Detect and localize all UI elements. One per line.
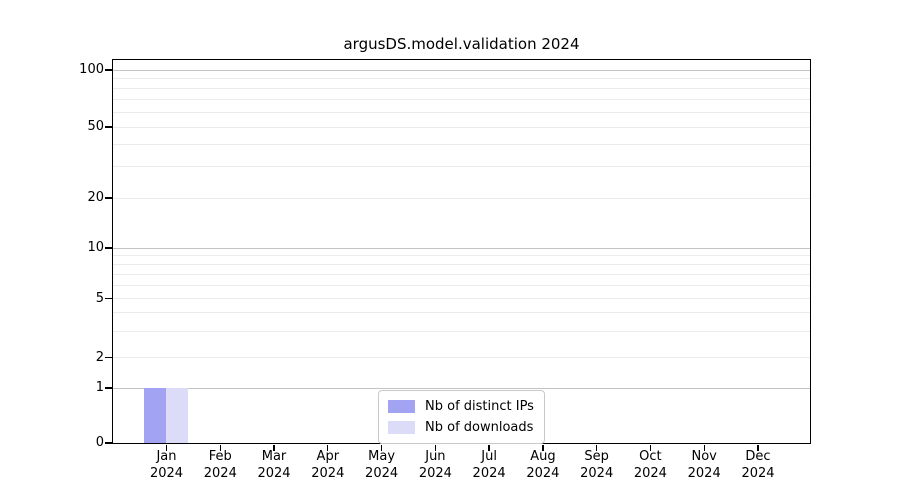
y-tick-label-100: 100: [79, 62, 104, 77]
y-tick-50: [104, 126, 112, 128]
gridline-minor-7: [112, 273, 810, 275]
x-tick-year-apr: 2024: [311, 465, 345, 481]
x-tick-sep: [596, 444, 598, 451]
gridline-minor-30: [112, 166, 810, 168]
x-tick-year-sep: 2024: [580, 465, 614, 481]
gridline-minor-60: [112, 111, 810, 113]
x-tick-year-feb: 2024: [203, 465, 237, 481]
x-tick-nov: [703, 444, 705, 451]
bar-jan-nb-of-downloads: [166, 387, 189, 443]
x-tick-may: [380, 444, 383, 451]
y-tick-2: [104, 356, 112, 359]
legend-swatch-0: [388, 400, 415, 413]
x-tick-year-may: 2024: [365, 465, 399, 481]
x-tick-label-may: May 2024: [342, 449, 422, 482]
legend-label-1: Nb of downloads: [425, 420, 534, 435]
y-tick-1: [104, 387, 112, 389]
y-tick-label-10: 10: [87, 240, 104, 255]
x-tick-label-nov: Nov 2024: [664, 449, 744, 482]
x-tick-month-jun: Jun: [425, 449, 446, 464]
gridline-minor-4: [112, 312, 810, 314]
y-tick-100: [104, 69, 112, 71]
x-tick-jun: [434, 444, 437, 451]
gridline-minor-90: [112, 78, 810, 80]
y-tick-label-20: 20: [87, 190, 104, 205]
legend-entry-nb-of-downloads: Nb of downloads: [388, 417, 534, 438]
x-tick-apr: [327, 444, 329, 451]
legend: Nb of distinct IPs Nb of downloads: [378, 390, 545, 444]
plot-area: [111, 58, 811, 444]
legend-swatch-1: [388, 421, 415, 434]
x-tick-jul: [488, 444, 490, 451]
y-tick-label-1: 1: [95, 380, 104, 395]
x-tick-year-jan: 2024: [149, 465, 184, 481]
x-tick-dec: [757, 444, 759, 451]
gridline-minor-80: [112, 87, 810, 89]
x-tick-label-apr: Apr 2024: [288, 449, 368, 482]
x-tick-month-mar: Mar: [261, 449, 287, 464]
x-tick-feb: [219, 444, 221, 451]
gridline-minor-40: [112, 143, 810, 145]
y-tick-5: [104, 297, 112, 300]
x-tick-oct: [649, 444, 652, 451]
x-tick-year-aug: 2024: [526, 465, 560, 481]
x-tick-month-aug: Aug: [530, 449, 556, 464]
x-tick-label-jun: Jun 2024: [395, 449, 475, 482]
gridline-minor-70: [112, 98, 810, 100]
legend-entry-nb-of-distinct-ips: Nb of distinct IPs: [388, 396, 534, 417]
x-tick-month-nov: Nov: [691, 449, 717, 464]
x-tick-label-feb: Feb 2024: [180, 449, 260, 482]
chart-title: argusDS.model.validation 2024: [343, 35, 580, 53]
x-tick-month-apr: Apr: [316, 449, 340, 464]
x-tick-label-oct: Oct 2024: [610, 449, 690, 482]
x-tick-mar: [273, 444, 275, 451]
y-tick-label-50: 50: [87, 119, 104, 134]
x-tick-month-dec: Dec: [745, 449, 771, 464]
gridline-minor-2: [112, 357, 810, 358]
gridline-minor-9: [112, 255, 810, 257]
x-tick-jan: [165, 444, 168, 451]
x-tick-label-jan: Jan 2024: [127, 449, 207, 482]
y-tick-0: [104, 442, 112, 444]
x-tick-month-jul: Jul: [481, 449, 497, 464]
x-tick-label-mar: Mar 2024: [234, 449, 314, 482]
y-tick-label-0: 0: [95, 435, 104, 450]
x-tick-year-mar: 2024: [257, 465, 291, 481]
legend-label-0: Nb of distinct IPs: [425, 399, 534, 414]
x-tick-year-jul: 2024: [472, 465, 506, 481]
gridline-minor-6: [112, 284, 810, 286]
x-tick-label-dec: Dec 2024: [718, 449, 798, 482]
y-tick-10: [104, 247, 112, 249]
gridline-minor-5: [112, 298, 810, 299]
x-tick-year-oct: 2024: [633, 465, 667, 481]
gridline-minor-20: [112, 197, 810, 199]
x-tick-label-jul: Jul 2024: [449, 449, 529, 482]
x-tick-label-sep: Sep 2024: [557, 449, 637, 482]
y-tick-label-5: 5: [95, 290, 104, 306]
gridline-major-1: [112, 387, 810, 389]
y-tick-label-2: 2: [95, 349, 104, 365]
gridline-minor-50: [112, 126, 810, 128]
x-tick-year-jun: 2024: [418, 465, 452, 481]
gridline-major-100: [112, 69, 810, 71]
bar-jan-nb-of-distinct-ips: [143, 387, 166, 443]
gridline-major-10: [112, 247, 810, 249]
y-tick-20: [104, 197, 112, 199]
gridline-minor-8: [112, 263, 810, 265]
x-tick-aug: [542, 444, 544, 451]
x-tick-year-dec: 2024: [741, 465, 775, 481]
x-tick-month-feb: Feb: [208, 449, 232, 464]
x-tick-month-may: May: [368, 449, 396, 464]
x-tick-month-jan: Jan: [156, 449, 177, 464]
x-tick-month-sep: Sep: [584, 449, 609, 464]
x-tick-year-nov: 2024: [687, 465, 721, 481]
x-tick-label-aug: Aug 2024: [503, 449, 583, 482]
x-tick-month-oct: Oct: [639, 449, 662, 464]
gridline-minor-3: [112, 330, 810, 332]
